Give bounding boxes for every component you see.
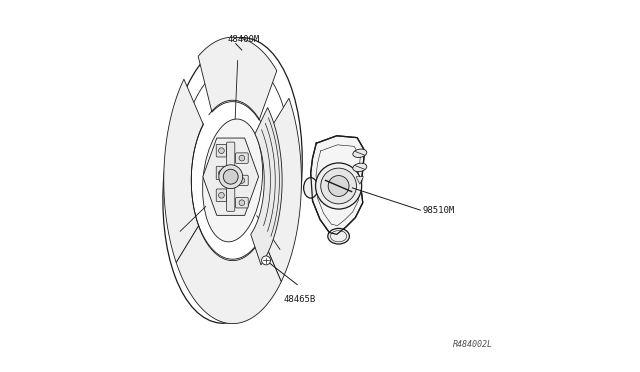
- Circle shape: [218, 148, 224, 154]
- Ellipse shape: [353, 163, 367, 171]
- Text: R484002L: R484002L: [452, 340, 493, 349]
- Ellipse shape: [353, 149, 367, 157]
- Polygon shape: [251, 108, 282, 265]
- FancyBboxPatch shape: [236, 175, 248, 186]
- FancyBboxPatch shape: [216, 144, 227, 157]
- Circle shape: [218, 170, 224, 176]
- FancyBboxPatch shape: [216, 189, 227, 202]
- FancyBboxPatch shape: [216, 166, 227, 180]
- FancyBboxPatch shape: [236, 198, 248, 208]
- Polygon shape: [262, 98, 301, 282]
- Circle shape: [239, 200, 244, 206]
- Ellipse shape: [203, 119, 262, 242]
- FancyBboxPatch shape: [236, 153, 248, 163]
- Polygon shape: [356, 177, 364, 184]
- Ellipse shape: [219, 165, 243, 189]
- Circle shape: [239, 155, 244, 161]
- Polygon shape: [176, 225, 281, 324]
- Polygon shape: [198, 37, 277, 120]
- Polygon shape: [164, 79, 204, 263]
- Ellipse shape: [328, 176, 349, 196]
- Circle shape: [218, 192, 224, 198]
- Polygon shape: [203, 138, 259, 215]
- Ellipse shape: [328, 228, 349, 244]
- Text: 48400M: 48400M: [228, 35, 260, 44]
- Ellipse shape: [223, 169, 238, 184]
- Text: 98510M: 98510M: [422, 206, 454, 215]
- Circle shape: [262, 256, 271, 265]
- Ellipse shape: [316, 163, 362, 209]
- Circle shape: [239, 177, 244, 183]
- Text: 48465B: 48465B: [284, 295, 316, 304]
- Polygon shape: [310, 136, 365, 234]
- Ellipse shape: [303, 178, 318, 198]
- Ellipse shape: [321, 168, 356, 204]
- FancyBboxPatch shape: [227, 142, 235, 211]
